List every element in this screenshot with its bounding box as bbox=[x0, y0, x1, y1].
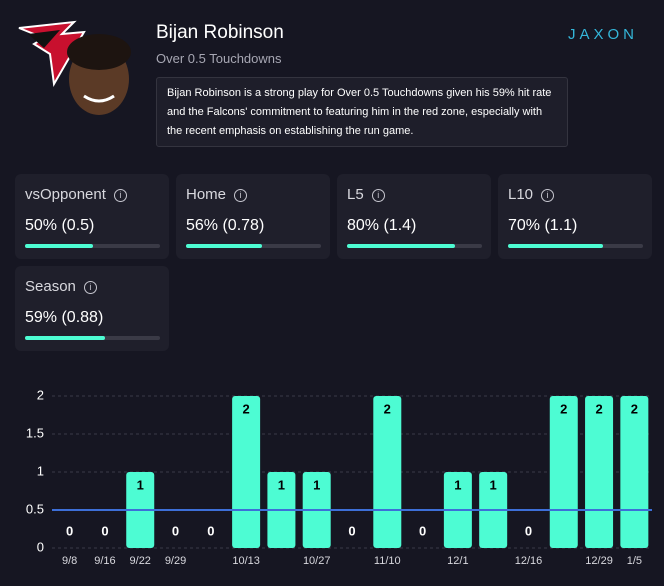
progress-track bbox=[25, 244, 160, 248]
stat-card: Season i 59% (0.88) bbox=[15, 266, 169, 351]
y-tick-label: 0 bbox=[37, 539, 44, 554]
y-tick-label: 1.5 bbox=[26, 425, 44, 440]
stat-label: L5 bbox=[347, 186, 364, 203]
data-label: 0 bbox=[172, 523, 179, 538]
stat-label: Season bbox=[25, 278, 76, 295]
bar bbox=[549, 396, 578, 548]
progress-fill bbox=[25, 244, 93, 248]
data-label: 1 bbox=[313, 477, 320, 492]
data-label: 0 bbox=[66, 523, 73, 538]
progress-track bbox=[25, 336, 160, 340]
info-icon[interactable]: i bbox=[83, 281, 97, 294]
progress-fill bbox=[508, 244, 603, 248]
progress-fill bbox=[25, 336, 105, 340]
stat-value: 50% (0.5) bbox=[25, 217, 95, 234]
chart: 0 0.5 1 1.5 2 9/8 0 9/16 0 9/22 1 9/29 0 0 10/13 2 1 10/2… bbox=[26, 387, 652, 567]
progress-fill bbox=[186, 244, 262, 248]
x-tick-label: 9/16 bbox=[94, 555, 115, 567]
player-name: Bijan Robinson bbox=[156, 22, 284, 43]
data-label: 2 bbox=[595, 401, 602, 416]
data-label: 2 bbox=[384, 401, 391, 416]
x-tick-label: 1/5 bbox=[627, 555, 642, 567]
info-icon[interactable]: i bbox=[113, 189, 127, 202]
data-label: 0 bbox=[207, 523, 214, 538]
stat-value: 80% (1.4) bbox=[347, 217, 417, 234]
stat-label-row: L5 i bbox=[347, 186, 385, 203]
info-icon[interactable]: i bbox=[371, 189, 385, 202]
info-icon[interactable]: i bbox=[541, 189, 555, 202]
x-tick-label: 12/29 bbox=[585, 555, 613, 567]
data-label: 2 bbox=[560, 401, 567, 416]
x-tick-label: 11/10 bbox=[374, 555, 401, 567]
data-label: 2 bbox=[631, 401, 638, 416]
y-tick-label: 2 bbox=[37, 387, 44, 402]
stat-card: L5 i 80% (1.4) bbox=[337, 174, 491, 259]
data-label: 1 bbox=[137, 477, 144, 492]
description: Bijan Robinson is a strong play for Over… bbox=[156, 77, 568, 147]
stat-label: L10 bbox=[508, 186, 534, 203]
bar bbox=[232, 396, 261, 548]
stat-label: Home bbox=[186, 186, 227, 203]
team-player-image bbox=[18, 20, 131, 115]
bar bbox=[585, 396, 614, 548]
progress-track bbox=[186, 244, 321, 248]
stat-card: Home i 56% (0.78) bbox=[176, 174, 330, 259]
logo: JAXON bbox=[568, 26, 639, 43]
stat-label-row: Season i bbox=[25, 278, 97, 295]
y-tick-label: 1 bbox=[37, 463, 44, 478]
stat-card: vsOpponent i 50% (0.5) bbox=[15, 174, 169, 259]
data-label: 1 bbox=[454, 477, 461, 492]
stat-card: L10 i 70% (1.1) bbox=[498, 174, 652, 259]
progress-track bbox=[347, 244, 482, 248]
info-icon[interactable]: i bbox=[234, 189, 248, 202]
data-label: 2 bbox=[243, 401, 250, 416]
stat-label-row: vsOpponent i bbox=[25, 186, 127, 203]
progress-fill bbox=[347, 244, 455, 248]
data-label: 0 bbox=[348, 523, 355, 538]
stat-value: 59% (0.88) bbox=[25, 309, 104, 326]
stat-label-row: L10 i bbox=[508, 186, 555, 203]
x-tick-label: 12/16 bbox=[515, 555, 543, 567]
x-tick-label: 9/22 bbox=[130, 555, 151, 567]
bar bbox=[373, 396, 402, 548]
data-label: 1 bbox=[490, 477, 497, 492]
data-label: 0 bbox=[101, 523, 108, 538]
x-tick-label: 10/13 bbox=[232, 555, 260, 567]
progress-track bbox=[508, 244, 643, 248]
x-tick-label: 9/8 bbox=[62, 555, 77, 567]
x-tick-label: 10/27 bbox=[303, 555, 331, 567]
y-tick-label: 0.5 bbox=[26, 501, 44, 516]
data-label: 0 bbox=[525, 523, 532, 538]
stat-label: vsOpponent bbox=[25, 186, 106, 203]
stat-value: 70% (1.1) bbox=[508, 217, 578, 234]
stat-label-row: Home i bbox=[186, 186, 248, 203]
stat-value: 56% (0.78) bbox=[186, 217, 265, 234]
bar bbox=[620, 396, 649, 548]
x-tick-label: 9/29 bbox=[165, 555, 186, 567]
data-label: 0 bbox=[419, 523, 426, 538]
data-label: 1 bbox=[278, 477, 285, 492]
x-tick-label: 12/1 bbox=[447, 555, 468, 567]
prop-subtitle: Over 0.5 Touchdowns bbox=[156, 51, 282, 66]
